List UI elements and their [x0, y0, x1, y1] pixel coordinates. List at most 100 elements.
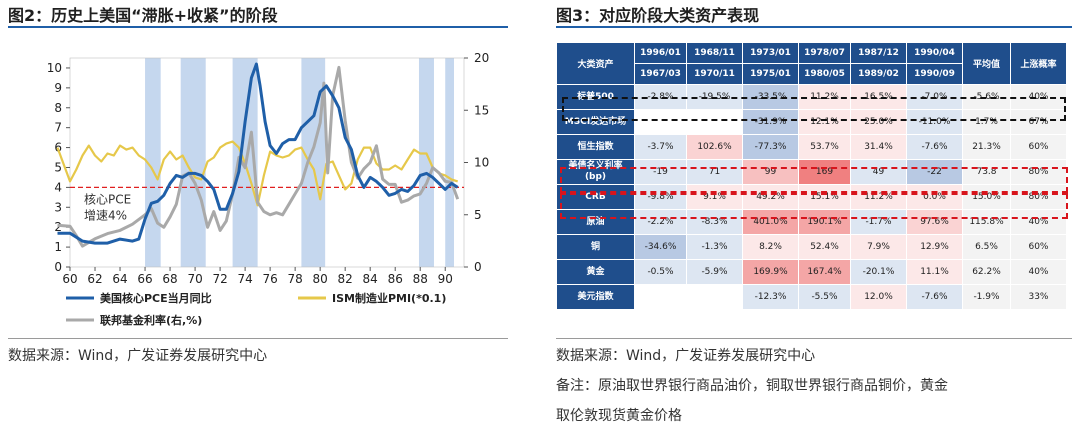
shaded-period-4: [418, 58, 434, 267]
header-period-end: 1980/05: [798, 63, 851, 85]
table-cell: -77.3%: [742, 134, 799, 160]
right-tick-label-2: 10: [474, 156, 489, 170]
left-tick-label-0: 0: [54, 260, 62, 274]
table-cell: 99: [742, 159, 799, 185]
x-tick-label-1: 62: [87, 272, 102, 286]
table-cell: -34.6%: [634, 234, 687, 260]
series-line-1: [56, 140, 459, 207]
table-cell: 7.9%: [850, 234, 907, 260]
legend-label-2: 联邦基金利率(右,%): [100, 313, 202, 327]
table-cell: 11.2%: [850, 184, 907, 210]
header-period-start: 1978/07: [798, 42, 851, 64]
shaded-period-1: [180, 58, 206, 267]
table-cell: -0.5%: [634, 259, 687, 285]
x-tick-label-10: 80: [313, 272, 328, 286]
x-tick-label-8: 76: [262, 272, 277, 286]
table-cell: 190.1%: [798, 209, 851, 235]
table-cell: -5.5%: [798, 284, 851, 310]
average-cell: 15.0%: [962, 184, 1011, 210]
table-cell: -12.3%: [742, 284, 799, 310]
average-cell: 115.8%: [962, 209, 1011, 235]
header-up-probability: 上涨概率: [1010, 42, 1067, 85]
x-tick-label-0: 60: [62, 272, 77, 286]
header-period-start: 1996/01: [634, 42, 687, 64]
header-period-end: 1967/03: [634, 63, 687, 85]
table-cell: -7.6%: [906, 134, 963, 160]
table-row: MSCI发达市场 -31.9% 12.1% 25.0% -11.0% 1.7% 67%: [556, 109, 1067, 135]
x-tick-label-4: 68: [162, 272, 177, 286]
up-probability-cell: 60%: [1010, 134, 1067, 160]
left-tick-label-10: 10: [47, 61, 62, 75]
right-note-line2: 取伦敦现货黄金价格: [556, 408, 682, 424]
x-tick-label-13: 86: [388, 272, 403, 286]
left-source: 数据来源：Wind，广发证券发展研究中心: [8, 348, 268, 364]
table-row: CRB -9.8% 9.1% 49.2% 15.1% 11.2% 0.0% 15.0% 80%: [556, 184, 1067, 210]
row-label: MSCI发达市场: [556, 109, 635, 135]
up-probability-cell: 80%: [1010, 159, 1067, 185]
left-tick-label-1: 1: [54, 240, 62, 254]
average-cell: 6.5%: [962, 234, 1011, 260]
legend-label-0: 美国核心PCE当月同比: [100, 291, 212, 305]
average-cell: -1.9%: [962, 284, 1011, 310]
up-probability-cell: 60%: [1010, 234, 1067, 260]
left-tick-label-2: 2: [54, 220, 62, 234]
table-cell: 11.1%: [906, 259, 963, 285]
row-label: 美元指数: [556, 284, 635, 310]
table-header-row: 大类资产 1996/01 1968/11 1973/01 1978/07 1987/12 1…: [556, 42, 1067, 85]
average-cell: 21.3%: [962, 134, 1011, 160]
row-label: 黄金: [556, 259, 635, 285]
table-cell: -19: [634, 159, 687, 185]
series-line-2: [57, 65, 460, 248]
row-label: 恒生指数: [556, 134, 635, 160]
table-cell: -9.8%: [634, 184, 687, 210]
x-tick-label-15: 90: [438, 272, 453, 286]
table-cell: 12.1%: [798, 109, 851, 135]
header-period-start: 1987/12: [850, 42, 907, 64]
left-source-rule: [8, 338, 508, 339]
x-tick-label-11: 82: [338, 272, 353, 286]
x-tick-label-5: 70: [187, 272, 202, 286]
shaded-period-3: [301, 58, 326, 267]
average-cell: 62.2%: [962, 259, 1011, 285]
right-title-rule: [556, 26, 1072, 28]
table-cell: -31.9%: [742, 109, 799, 135]
table-cell: 12.9%: [906, 234, 963, 260]
header-period-start: 1968/11: [686, 42, 743, 64]
annotation-line1: 核心PCE: [84, 192, 131, 206]
right-panel-title: 图3：对应阶段大类资产表现: [556, 6, 760, 25]
row-label: 美债名义利率 (bp): [556, 159, 635, 185]
table-cell: 169.9%: [742, 259, 799, 285]
right-tick-label-4: 20: [474, 51, 489, 65]
table-cell: 15.1%: [798, 184, 851, 210]
x-tick-label-6: 72: [212, 272, 227, 286]
header-period-end: 1990/09: [906, 63, 963, 85]
crb-highlight-box: [560, 193, 1068, 219]
table-cell: -2.2%: [634, 209, 687, 235]
table-cell: [634, 284, 687, 310]
up-probability-cell: 40%: [1010, 209, 1067, 235]
sp500-highlight-box: [562, 97, 1066, 121]
table-cell: [686, 284, 743, 310]
table-cell: -7.6%: [906, 284, 963, 310]
table-cell: [634, 109, 687, 135]
header-period-start: 1973/01: [742, 42, 799, 64]
x-tick-label-14: 88: [413, 272, 428, 286]
right-tick-label-1: 5: [474, 208, 482, 222]
table-cell: -11.0%: [906, 109, 963, 135]
series-line-0: [57, 62, 459, 245]
x-tick-label-12: 84: [363, 272, 378, 286]
table-cell: -1.7%: [850, 209, 907, 235]
shaded-period-5: [445, 58, 454, 267]
x-tick-label-3: 66: [137, 272, 152, 286]
x-tick-label-2: 64: [112, 272, 127, 286]
up-probability-cell: 40%: [1010, 259, 1067, 285]
x-tick-label-9: 78: [288, 272, 303, 286]
left-panel-title: 图2：历史上美国“滞胀+收紧”的阶段: [8, 6, 278, 25]
left-tick-label-8: 8: [54, 101, 62, 115]
left-tick-label-5: 5: [54, 160, 62, 174]
row-label: 铜: [556, 234, 635, 260]
table-cell: 12.0%: [850, 284, 907, 310]
left-title-rule: [8, 26, 508, 28]
row-label: CRB: [556, 184, 635, 210]
